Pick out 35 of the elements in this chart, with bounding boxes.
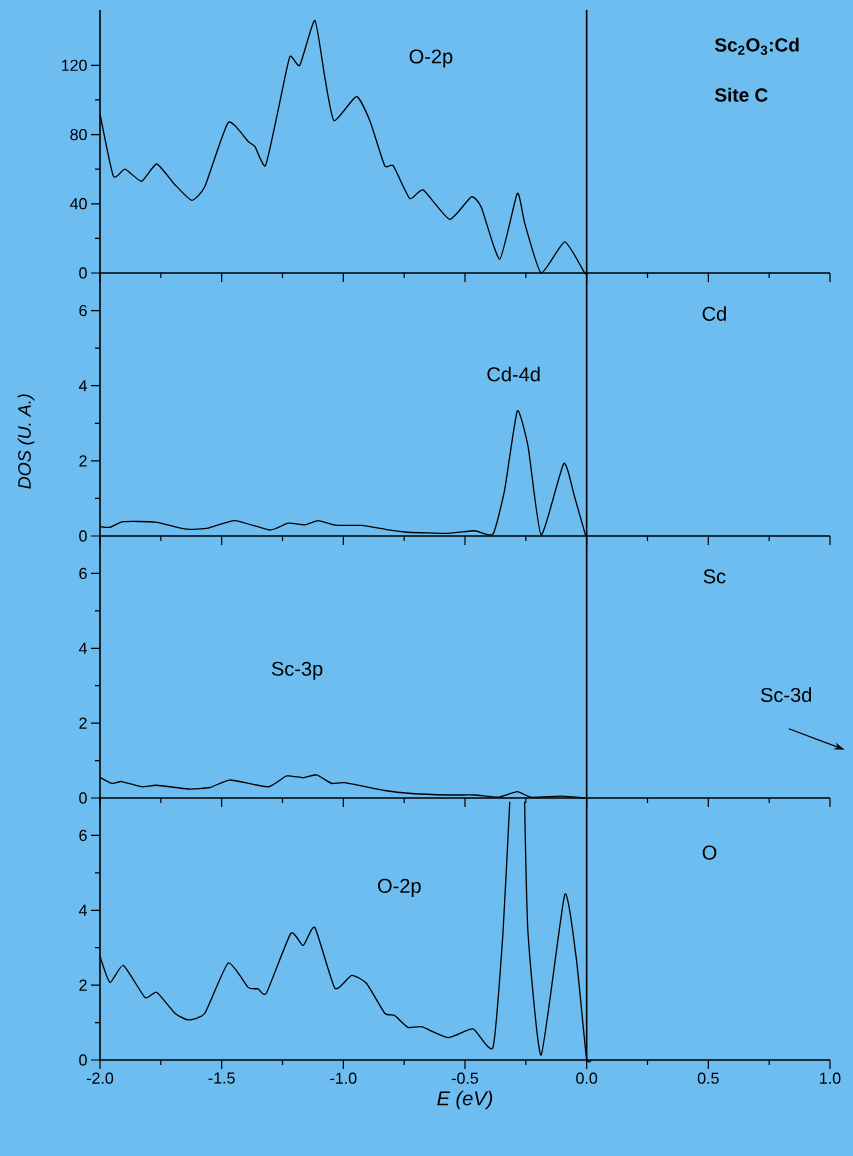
y-tick-label: 40 [70, 198, 87, 210]
y-tick-label: 80 [70, 128, 87, 141]
x-tick-label: -0.5 [451, 1072, 479, 1084]
y-tick-label: 0 [79, 530, 87, 542]
y-tick-label: 0 [79, 267, 87, 279]
y-tick-label: 4 [78, 904, 87, 916]
annotation: Sc$_{2}$O$_{3}$:Cd [714, 37, 799, 55]
annotation: Cd-4d [487, 366, 540, 382]
x-tick-label: -1.0 [330, 1072, 357, 1084]
y-tick-label: 6 [79, 829, 87, 842]
y-tick-label: 2 [79, 979, 87, 991]
annotation: O-2p [409, 49, 453, 68]
y-tick-label: 4 [78, 642, 87, 654]
y-tick-label: 0 [79, 792, 87, 804]
x-axis-title: E (eV) [437, 1090, 493, 1110]
annotation: Site C [714, 87, 768, 102]
y-tick-label: 4 [78, 380, 87, 392]
annotation: O [702, 845, 717, 860]
annotation: Sc [703, 569, 726, 584]
annotation: Sc-3d [760, 687, 812, 703]
y-tick-label: 2 [79, 717, 87, 729]
x-tick-label: 0.0 [576, 1072, 598, 1084]
annotation: O-2p [378, 878, 421, 897]
x-tick-label: -1.5 [208, 1072, 235, 1084]
y-axis-title: DOS (U. A.) [17, 394, 35, 489]
y-tick-label: 120 [61, 59, 87, 72]
annotation: Sc-3p [271, 661, 323, 680]
x-tick-label: 0.5 [697, 1072, 719, 1084]
y-tick-label: 2 [79, 455, 87, 467]
x-tick-label: -2.0 [86, 1072, 114, 1084]
annotation: Cd [702, 306, 726, 321]
y-tick-label: 6 [79, 567, 87, 580]
y-tick-label: 0 [79, 1054, 87, 1066]
x-tick-label: 1.0 [820, 1072, 841, 1084]
y-tick-label: 6 [79, 304, 87, 317]
